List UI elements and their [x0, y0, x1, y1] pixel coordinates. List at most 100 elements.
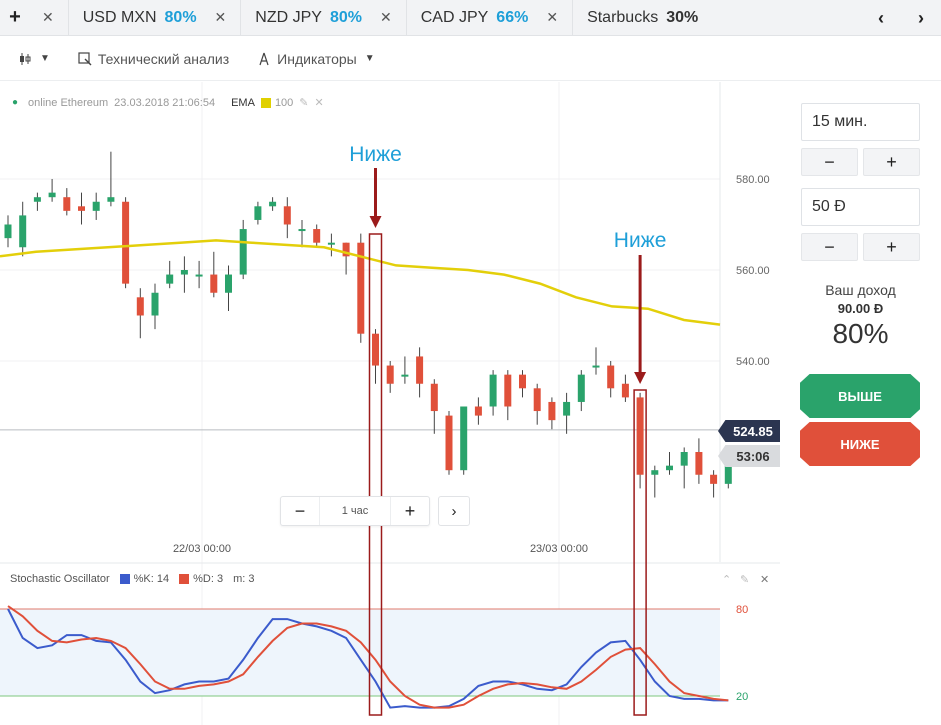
- candle-body: [533, 388, 541, 412]
- zoom-out-button[interactable]: −: [294, 500, 306, 521]
- tab-cad-jpy[interactable]: CAD JPY 66% ✕: [407, 0, 574, 36]
- candle-body: [254, 206, 262, 220]
- candle-body: [401, 374, 409, 377]
- candle-body: [504, 374, 512, 407]
- edit-icon[interactable]: ✎: [740, 573, 750, 586]
- tab-bar: + ✕ USD MXN 80% ✕ NZD JPY 80% ✕ CAD JPY …: [0, 0, 941, 36]
- candle-body: [430, 383, 438, 412]
- candle-body: [92, 201, 100, 211]
- price-chart[interactable]: 580.00 560.00 540.00 22/03 00:00 23/03 00:00…: [0, 82, 780, 725]
- trade-panel: 15 мин. − + 50 Ð − + Ваш доход 90.00 Ð 8…: [780, 82, 941, 725]
- caret-down-icon: ▼: [40, 53, 50, 64]
- put-button[interactable]: НИЖЕ: [800, 422, 920, 466]
- add-tab-button[interactable]: +: [0, 0, 30, 36]
- amount-field[interactable]: 50 Ð: [801, 188, 920, 226]
- plus-icon: +: [9, 6, 21, 28]
- zoom-in-button[interactable]: +: [404, 500, 416, 521]
- candle-body: [239, 229, 247, 275]
- ema-line: [0, 239, 721, 326]
- k-swatch: [119, 574, 130, 584]
- ema-label: EMA: [231, 96, 255, 109]
- candle-body: [342, 242, 350, 257]
- caret-down-icon: ▼: [364, 53, 375, 64]
- candle-body: [298, 229, 306, 232]
- close-icon[interactable]: ✕: [214, 9, 227, 25]
- chevron-right-icon: ›: [451, 502, 457, 520]
- indicators-icon: [259, 52, 269, 65]
- oscillator-m: m: 3: [233, 573, 255, 585]
- candle-body: [519, 374, 526, 389]
- k-line: [7, 608, 729, 709]
- candle-body: [474, 406, 482, 416]
- candle-body: [327, 242, 335, 245]
- asset-name: online Ethereum: [28, 96, 109, 109]
- duration-field[interactable]: 15 мин.: [801, 103, 920, 141]
- duration-minus-button[interactable]: −: [801, 148, 858, 176]
- candle-body: [195, 274, 203, 277]
- tab-close-only[interactable]: ✕: [30, 0, 69, 36]
- scroll-next-button[interactable]: ›: [438, 496, 470, 526]
- d-swatch: [179, 574, 190, 584]
- tab-usd-mxn[interactable]: USD MXN 80% ✕: [69, 0, 242, 36]
- indicators-dropdown[interactable]: Индикаторы ▼: [257, 51, 375, 67]
- income-label: Ваш доход: [825, 282, 896, 298]
- candle-body: [416, 356, 424, 384]
- amount-minus-button[interactable]: −: [801, 233, 858, 261]
- candle-body: [166, 274, 174, 284]
- chevron-right-icon: ›: [918, 7, 924, 28]
- d-line: [7, 605, 729, 709]
- countdown: 53:06: [736, 448, 770, 464]
- candle-body: [269, 201, 277, 207]
- duration-plus-button[interactable]: +: [863, 148, 920, 176]
- candle-body: [636, 397, 644, 475]
- asset-datetime: 23.03.2018 21:06:54: [114, 96, 216, 109]
- close-icon[interactable]: ✕: [760, 573, 770, 586]
- time-tick-label: 23/03 00:00: [530, 543, 588, 555]
- tab-nzd-jpy[interactable]: NZD JPY 80% ✕: [241, 0, 407, 36]
- collapse-icon[interactable]: ⌃: [722, 573, 732, 586]
- call-button[interactable]: ВЫШЕ: [800, 374, 920, 418]
- candle-body: [151, 292, 159, 316]
- indicators-label: Индикаторы: [277, 50, 357, 67]
- tab-percent: 66%: [496, 8, 529, 26]
- candle-body: [372, 333, 379, 366]
- zoom-control: − 1 час +: [280, 496, 430, 526]
- price-tick-label: 540.00: [736, 356, 770, 368]
- candle-body: [357, 242, 365, 334]
- close-icon[interactable]: ✕: [42, 9, 54, 25]
- chart-area[interactable]: 580.00 560.00 540.00 22/03 00:00 23/03 00:00…: [0, 82, 780, 725]
- candlestick-icon: [20, 52, 31, 65]
- ema-period: 100: [274, 96, 294, 109]
- technical-analysis-icon: [78, 51, 92, 65]
- lower-level-label: 20: [736, 691, 748, 703]
- candle-body: [445, 415, 453, 471]
- candle-body: [210, 274, 218, 293]
- chart-toolbar: ▼ Технический анализ Индикаторы ▼: [0, 37, 941, 81]
- annotation-arrow-head: [634, 372, 647, 384]
- tab-symbol: USD MXN: [82, 8, 157, 26]
- candle-body: [33, 197, 41, 202]
- close-icon[interactable]: ✕: [314, 97, 324, 109]
- candle-body: [592, 365, 600, 368]
- close-icon[interactable]: ✕: [546, 9, 559, 25]
- edit-icon[interactable]: ✎: [299, 97, 309, 109]
- tab-symbol: Starbucks: [587, 8, 659, 26]
- tabs-prev-button[interactable]: ‹: [861, 0, 901, 36]
- candle-body: [122, 201, 130, 284]
- candle-body: [283, 206, 291, 225]
- tab-starbucks[interactable]: Starbucks 30%: [573, 0, 712, 36]
- technical-analysis-button[interactable]: Технический анализ: [78, 51, 229, 67]
- candle-body: [577, 374, 585, 402]
- tabs-next-button[interactable]: ›: [901, 0, 941, 36]
- candle-body: [313, 229, 321, 243]
- candle-body: [680, 452, 688, 466]
- chart-type-dropdown[interactable]: ▼: [18, 52, 50, 66]
- amount-plus-button[interactable]: +: [863, 233, 920, 261]
- close-icon[interactable]: ✕: [379, 9, 392, 25]
- tab-symbol: NZD JPY: [255, 8, 322, 26]
- candle-body: [225, 274, 232, 293]
- oscillator-header: Stochastic Oscillator %K: 14 %D: 3 m: 3 …: [0, 567, 780, 591]
- income-value: 90.00 Ð: [837, 301, 884, 316]
- current-price: 524.85: [733, 423, 773, 439]
- candle-body: [63, 197, 71, 211]
